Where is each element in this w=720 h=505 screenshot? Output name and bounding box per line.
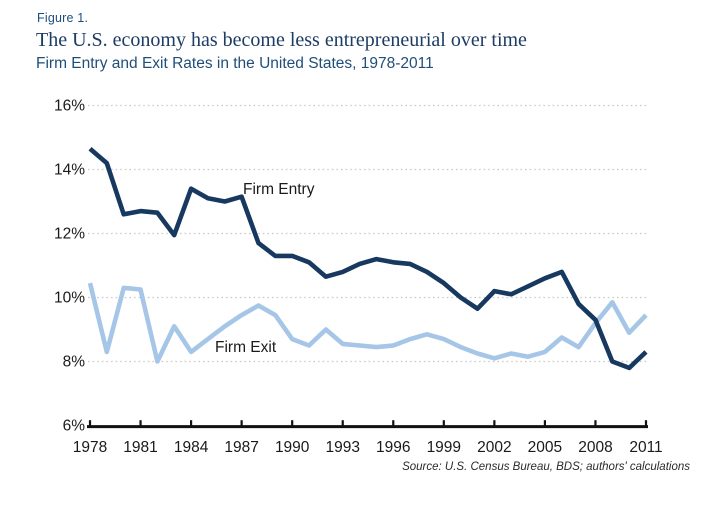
y-tick-label-12pct: 12% [54,226,85,243]
x-tick-label-2011: 2011 [629,439,662,456]
y-tick-label-10pct: 10% [54,290,85,307]
x-tick-label-2002: 2002 [477,439,511,456]
x-tick-label-2008: 2008 [578,439,612,456]
y-tick-label-6pct: 6% [63,418,86,435]
x-tick-label-2005: 2005 [528,439,562,456]
x-tick-label-1978: 1978 [73,439,107,456]
data-series-group [87,146,648,371]
axes-group [87,420,648,429]
gridlines-group [88,104,648,363]
source-note: Source: U.S. Census Bureau, BDS; authors… [402,461,690,473]
x-tick-label-1993: 1993 [325,439,359,456]
firm-exit-line [87,282,648,364]
figure-number-label: Figure 1. [37,11,89,25]
x-tick-label-1984: 1984 [174,439,209,456]
figure-subtitle: Firm Entry and Exit Rates in the United … [36,55,434,72]
x-tick-label-1987: 1987 [224,439,258,456]
x-tick-label-1981: 1981 [123,439,157,456]
x-tick-label-1999: 1999 [427,439,461,456]
x-tick-label-1990: 1990 [275,439,310,456]
figure-title: The U.S. economy has become less entrepr… [36,29,527,51]
x-axis-tick-labels: 1978 1981 1984 1987 1990 1993 1996 1999 2002 2005… [73,439,663,456]
firm-entry-series-label: Firm Entry [243,181,315,198]
firm-exit-series-label: Firm Exit [215,339,277,356]
y-tick-label-14pct: 14% [54,162,85,179]
x-tick-label-1996: 1996 [376,439,410,456]
firm-entry-line [88,146,648,371]
y-tick-label-8pct: 8% [63,354,86,371]
y-tick-label-16pct: 16% [54,98,85,115]
y-axis-tick-labels: 6% 8% 10% 12% 14% 16% [54,98,85,435]
